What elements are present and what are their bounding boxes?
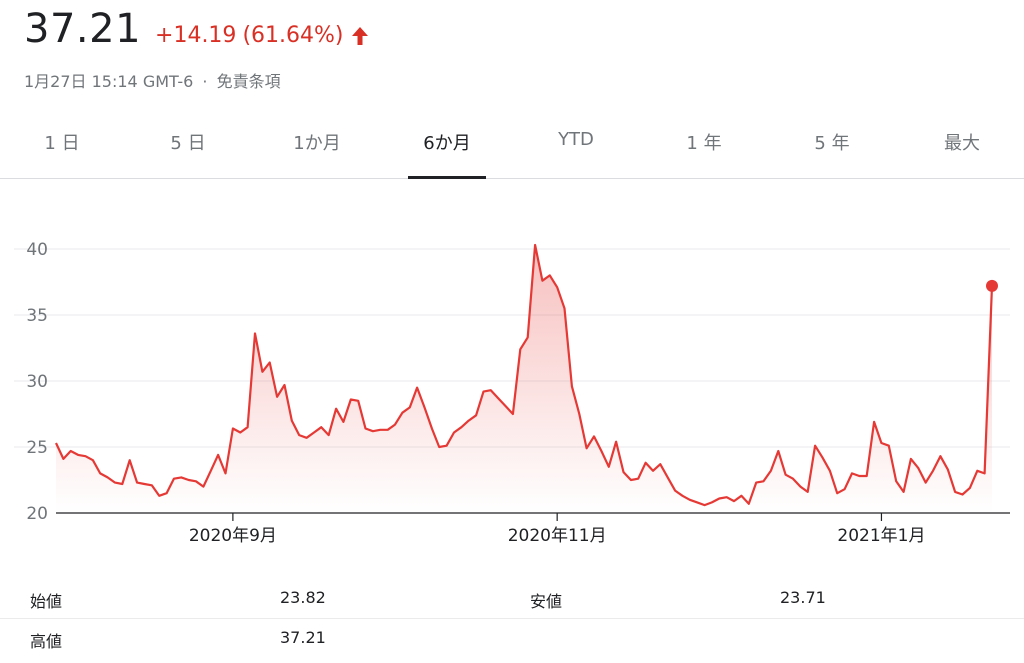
price-change-value: +14.19 bbox=[155, 23, 237, 48]
x-tick-label: 2021年1月 bbox=[837, 526, 925, 546]
price-area bbox=[56, 245, 992, 513]
quote-meta: 1月27日 15:14 GMT-6 · 免責条項 bbox=[24, 68, 281, 92]
range-tabs: 1 日 5 日 1か月 6か月 YTD 1 年 5 年 最大 bbox=[0, 112, 1024, 179]
tab-1y[interactable]: 1 年 bbox=[686, 133, 722, 154]
x-tick-label: 2020年11月 bbox=[508, 526, 607, 546]
disclaimer-link[interactable]: 免責条項 bbox=[216, 72, 281, 91]
tab-1m[interactable]: 1か月 bbox=[293, 133, 341, 154]
price-change-percent: (61.64%) bbox=[242, 23, 344, 48]
price-chart[interactable]: 20 25 30 35 40 2020年9月 2020年11月 2021年1月 bbox=[0, 200, 1024, 560]
tab-5d[interactable]: 5 日 bbox=[170, 133, 206, 154]
stats-row: 始値 23.82 安値 23.71 bbox=[0, 578, 1024, 619]
y-tick-label: 20 bbox=[26, 504, 48, 524]
y-tick-label: 30 bbox=[26, 372, 48, 392]
quote-timestamp: 1月27日 15:14 GMT-6 bbox=[24, 72, 194, 91]
last-price-dot bbox=[986, 279, 998, 292]
tab-1d[interactable]: 1 日 bbox=[44, 133, 80, 154]
low-label: 安値 bbox=[530, 592, 563, 611]
quote-header: 37.21 +14.19 (61.64%) bbox=[24, 6, 370, 52]
meta-separator: · bbox=[202, 72, 208, 91]
arrow-up-icon bbox=[351, 26, 368, 45]
tab-5y[interactable]: 5 年 bbox=[814, 133, 850, 154]
high-value: 37.21 bbox=[280, 628, 326, 647]
tab-max[interactable]: 最大 bbox=[944, 133, 980, 154]
y-tick-label: 25 bbox=[26, 438, 48, 458]
y-tick-label: 40 bbox=[26, 240, 48, 260]
high-label: 高値 bbox=[30, 632, 63, 651]
y-tick-label: 35 bbox=[26, 306, 48, 326]
open-label: 始値 bbox=[30, 592, 63, 611]
x-tick-label: 2020年9月 bbox=[189, 526, 277, 546]
stats-row: 高値 37.21 bbox=[0, 618, 1024, 658]
price-line bbox=[55, 243, 994, 507]
price-change: +14.19 (61.64%) bbox=[155, 23, 369, 48]
tab-6m[interactable]: 6か月 bbox=[408, 112, 486, 179]
tab-ytd[interactable]: YTD bbox=[558, 129, 594, 150]
open-value: 23.82 bbox=[280, 588, 326, 607]
low-value: 23.71 bbox=[780, 588, 826, 607]
current-price: 37.21 bbox=[24, 6, 142, 52]
